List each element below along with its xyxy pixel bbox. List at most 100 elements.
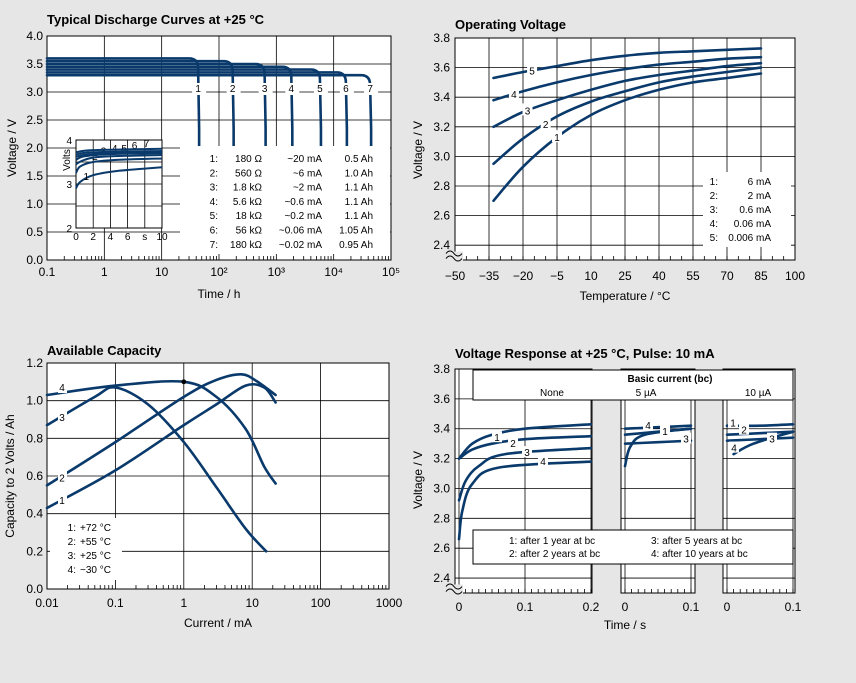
legend-capacity: 1.1 Ah (345, 211, 373, 222)
legend-temperature: +25 °C (80, 551, 111, 562)
y-tick-label: 0.0 (26, 253, 43, 267)
x-tick-label: 0.1 (683, 600, 700, 614)
y-tick-label: 3.0 (433, 149, 450, 163)
inset-series-line (75, 150, 163, 156)
series-label: 4 (511, 90, 517, 101)
y-tick-label: 3.6 (433, 61, 450, 75)
x-tick-label: 10⁴ (324, 265, 343, 279)
y-tick-label: 0.2 (26, 544, 43, 558)
legend-index: 7: (210, 240, 218, 251)
y-tick-label: 3.6 (433, 392, 450, 406)
panel-label: 10 µA (745, 388, 772, 399)
x-tick-label: −35 (479, 269, 500, 283)
series-label: 4 (540, 457, 546, 468)
response-series-line (457, 434, 593, 460)
series-label-bg (538, 455, 548, 467)
series-label: 3 (524, 448, 530, 459)
series-label: 5 (317, 84, 323, 95)
x-tick-label: 0.1 (785, 600, 802, 614)
y-tick-label: 2.4 (433, 238, 450, 252)
x-tick-label: 40 (652, 269, 666, 283)
series-label: 4 (289, 84, 295, 95)
x-tick-label: 0.1 (517, 600, 534, 614)
inset-series-line (75, 151, 163, 158)
y-tick-label: 1.2 (26, 356, 43, 370)
series-label-bg (364, 83, 379, 95)
series-label-bg (58, 381, 67, 394)
chart-title: Operating Voltage (455, 17, 566, 32)
legend-entry: 4: after 10 years at bc (651, 549, 748, 560)
y-tick-label: 4.0 (26, 29, 43, 43)
inset-series-line (75, 154, 163, 166)
header-box (472, 369, 794, 401)
y-tick-label: 0.5 (26, 225, 43, 239)
operating-voltage-chart: Operating Voltage −50 −35 −20 −5 10 25 40 55 70 8… (411, 17, 805, 303)
y-tick-label: 1.5 (26, 169, 43, 183)
inset-y-tick-label: 4 (66, 136, 72, 147)
legend-index: 5: (210, 211, 218, 222)
response-series-line (725, 430, 795, 436)
inset-x-tick-label: s (142, 232, 147, 243)
series-label: 3 (59, 413, 65, 424)
x-tick-label: 0.01 (35, 596, 59, 610)
legend-current: ~20 mA (287, 154, 322, 165)
x-axis-label: Time / s (604, 618, 646, 632)
legend-index: 2: (710, 191, 718, 202)
series-label-bg (522, 446, 532, 458)
legend-current: 0.006 mA (728, 233, 771, 244)
legend-capacity: 1.1 Ah (345, 183, 373, 194)
axis-break-icon (445, 583, 463, 595)
legend-current: ~0.06 mA (279, 226, 322, 237)
legend-index: 1: (710, 177, 718, 188)
legend-capacity: 0.5 Ah (345, 154, 373, 165)
x-tick-label: 0 (724, 600, 731, 614)
series-label: 3 (262, 84, 268, 95)
series-label-bg (522, 103, 533, 116)
header-title: Basic current (bc) (627, 374, 712, 385)
legend-index: 4: (710, 219, 718, 230)
legend-resistance: 1.8 kΩ (233, 183, 263, 194)
x-axis-label: Current / mA (184, 616, 252, 630)
series-label-bg (285, 83, 300, 95)
marker-dot (181, 379, 187, 385)
legend-box (703, 172, 791, 247)
y-tick-label: 2.0 (26, 141, 43, 155)
legend-index: 3: (710, 205, 718, 216)
series-label: 1 (195, 84, 201, 95)
legend-current: 6 mA (748, 177, 772, 188)
inset-series-line (75, 166, 163, 189)
inset-y-tick-label: 3 (66, 180, 72, 191)
inset-x-tick-label: 4 (108, 232, 114, 243)
x-tick-label: 100 (785, 269, 805, 283)
legend-index: 2: (210, 168, 218, 179)
legend-resistance: 18 kΩ (236, 211, 263, 222)
series-label-bg (226, 83, 241, 95)
inset-x-tick-label: 10 (156, 232, 168, 243)
panel-label: None (540, 388, 564, 399)
legend-entry: 1: after 1 year at bc (509, 536, 595, 547)
y-tick-label: 3.8 (433, 31, 450, 45)
legend-capacity: 1.1 Ah (345, 197, 373, 208)
x-tick-label: 0 (456, 600, 463, 614)
x-tick-label: 0.2 (583, 600, 600, 614)
y-tick-label: 1.0 (26, 394, 43, 408)
series-label: 2 (543, 120, 549, 131)
y-axis-label: Voltage / V (5, 119, 19, 177)
series-label: 4 (59, 383, 65, 394)
legend-index: 4: (210, 197, 218, 208)
legend-resistance: 56 kΩ (236, 226, 263, 237)
series-label-bg (492, 431, 502, 443)
legend-index: 2: (68, 537, 76, 548)
legend-current: 0.06 mA (734, 219, 772, 230)
legend-current: ~6 mA (293, 168, 323, 179)
available-capacity-chart: Available Capacity 0.01 0.1 1 10 100 1000 0.0 0… (3, 343, 403, 630)
x-tick-label: 10 (246, 596, 260, 610)
legend-box (180, 146, 390, 254)
inset-series-label: 1 (84, 172, 90, 183)
legend-current: 2 mA (748, 191, 772, 202)
series-label: 2 (510, 439, 516, 450)
x-tick-label: 10 (155, 265, 169, 279)
x-tick-label: 10³ (268, 265, 285, 279)
voltage-response-chart: Voltage Response at +25 °C, Pulse: 10 mA… (411, 346, 802, 632)
legend-current: ~0.2 mA (284, 211, 322, 222)
